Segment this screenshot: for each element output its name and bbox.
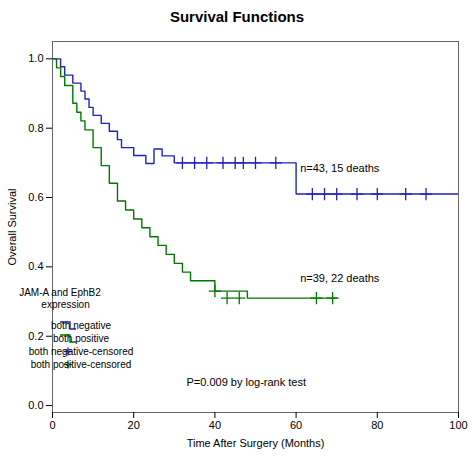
svg-text:both negative: both negative — [51, 320, 111, 331]
svg-text:40: 40 — [209, 419, 221, 431]
svg-text:0.6: 0.6 — [28, 191, 43, 203]
svg-text:100: 100 — [449, 419, 467, 431]
svg-text:n=39, 22 deaths: n=39, 22 deaths — [300, 272, 380, 284]
svg-text:1.0: 1.0 — [28, 52, 43, 64]
svg-text:Time After Surgery (Months): Time After Surgery (Months) — [187, 437, 325, 449]
svg-text:both negative-censored: both negative-censored — [29, 346, 134, 357]
svg-text:expression: expression — [30, 299, 89, 310]
svg-text:60: 60 — [290, 419, 302, 431]
svg-text:Overall Survival: Overall Survival — [6, 188, 18, 265]
svg-text:0: 0 — [49, 419, 55, 431]
svg-text:P=0.009 by log-rank test: P=0.009 by log-rank test — [186, 376, 306, 388]
svg-text:0.0: 0.0 — [28, 399, 43, 411]
svg-text:0.8: 0.8 — [28, 122, 43, 134]
svg-text:both positive: both positive — [53, 333, 110, 344]
svg-text:80: 80 — [371, 419, 383, 431]
svg-text:0.2: 0.2 — [28, 330, 43, 342]
html-text:Survival Functions: Survival Functions — [169, 8, 305, 25]
svg-text:n=43, 15 deaths: n=43, 15 deaths — [300, 162, 380, 174]
svg-text:0.4: 0.4 — [28, 260, 43, 272]
svg-text:20: 20 — [128, 419, 140, 431]
svg-text:JAM-A and EphB2: JAM-A and EphB2 — [19, 287, 101, 298]
svg-text:both positive-censored: both positive-censored — [31, 359, 132, 370]
